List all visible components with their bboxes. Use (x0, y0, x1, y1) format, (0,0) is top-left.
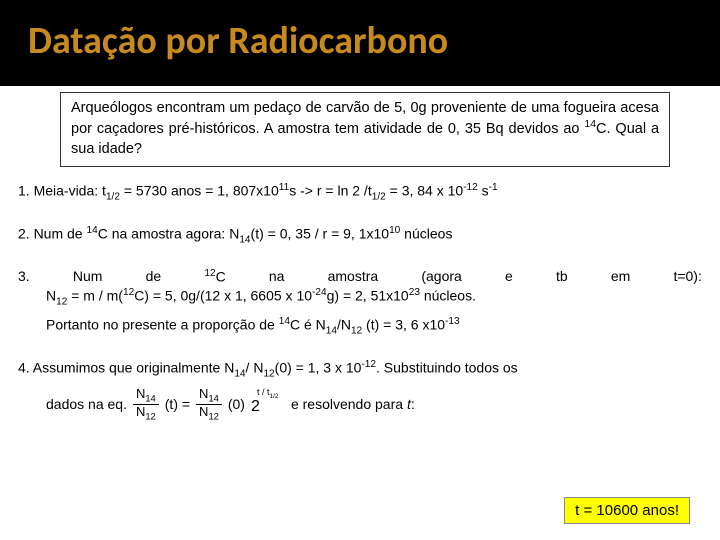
step-3-conclusion: Portanto no presente a proporção de 14C … (46, 315, 702, 338)
eq-suffix: e resolvendo para t: (291, 396, 415, 413)
problem-text: Arqueólogos encontram um pedaço de carvã… (71, 100, 659, 157)
step-1: 1. Meia-vida: t1/2 = 5730 anos = 1, 807x… (18, 181, 702, 204)
fraction-3: t / t1/2 2 (251, 391, 285, 419)
page-title: Datação por Radiocarbono (28, 18, 700, 64)
step-4: 4. Assumimos que originalmente N14/ N12(… (18, 358, 702, 381)
eq-prefix: dados na eq. (46, 396, 127, 413)
header-bar: Datação por Radiocarbono (0, 0, 720, 86)
step-2: 2. Num de 14C na amostra agora: N14(t) =… (18, 224, 702, 247)
result-highlight: t = 10600 anos! (564, 497, 690, 524)
fraction-2: N14 N12 (196, 387, 222, 422)
eq-mid: (0) (228, 396, 245, 413)
fraction-1: N14 N12 (133, 387, 159, 422)
problem-statement-box: Arqueólogos encontram um pedaço de carvã… (60, 92, 670, 167)
step-3-line1: 3. Num de 12C na amostra (agora e tb em … (18, 267, 702, 287)
equation-line: dados na eq. N14 N12 (t) = N14 N12 (0) t… (46, 387, 702, 422)
eq-t: (t) = (165, 396, 190, 413)
content-area: 1. Meia-vida: t1/2 = 5730 anos = 1, 807x… (0, 181, 720, 423)
step-3-line2: N12 = m / m(12C) = 5, 0g/(12 x 1, 6605 x… (46, 286, 702, 309)
step-3: 3. Num de 12C na amostra (agora e tb em … (18, 267, 702, 310)
